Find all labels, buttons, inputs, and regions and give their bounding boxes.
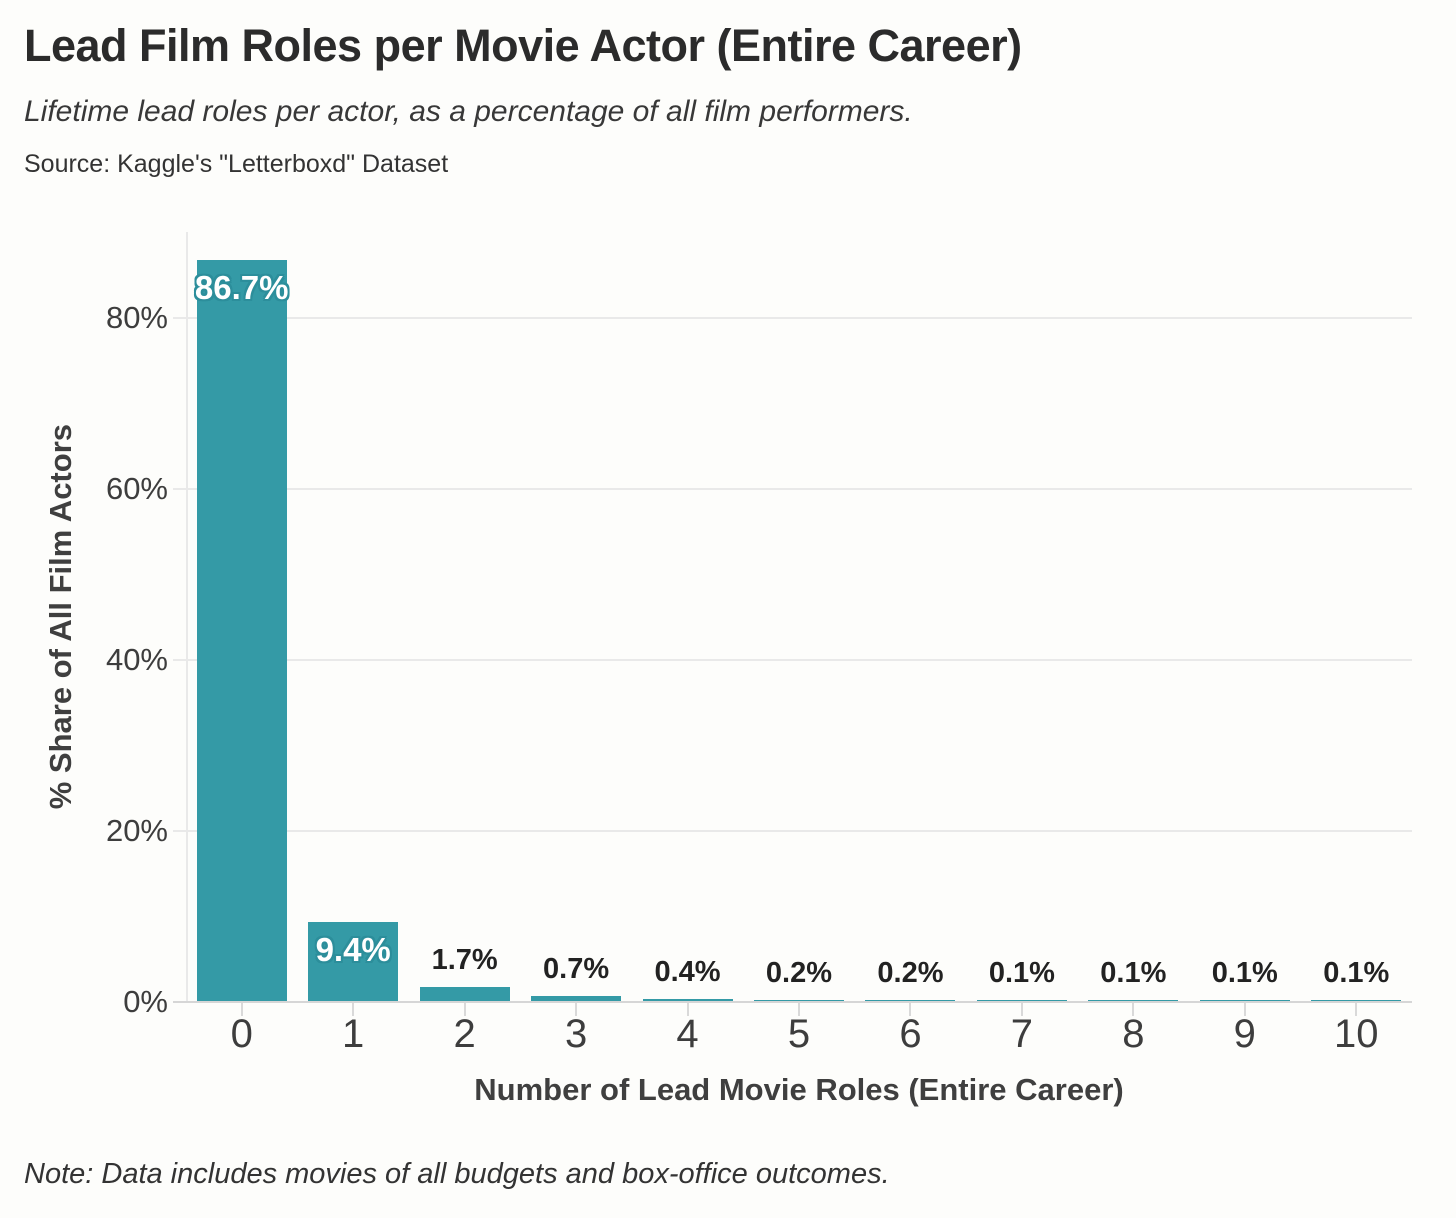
x-tick-label: 1	[342, 1012, 365, 1056]
bar-slot: 0.1%	[1189, 232, 1300, 1016]
x-tick-mark	[797, 1002, 800, 1016]
x-tick-mark	[1020, 1002, 1023, 1016]
x-tick-mark	[1132, 1002, 1135, 1016]
bar-slot: 9.4%	[297, 232, 408, 1016]
bar	[196, 260, 287, 1002]
bar-value-label: 0.2%	[877, 957, 944, 989]
chart-title: Lead Film Roles per Movie Actor (Entire …	[24, 20, 1022, 71]
x-tick-label: 3	[564, 1012, 588, 1056]
x-tick-mark	[1243, 1002, 1246, 1016]
x-tick-mark	[575, 1002, 578, 1016]
y-tick-label: 20%	[105, 812, 168, 848]
bar-slot: 0.1%	[1078, 232, 1189, 1016]
bar-value-label: 0.2%	[765, 957, 833, 989]
x-tick-label: 5	[787, 1012, 811, 1056]
bar-slot: 0.2%	[743, 232, 854, 1016]
bar-value-label: 0.1%	[1100, 957, 1167, 989]
bar-slot: 0.1%	[966, 232, 1077, 1016]
y-axis-tick-labels: 0% 20% 40% 60% 80%	[0, 232, 168, 1019]
x-tick-label: 2	[453, 1012, 476, 1056]
x-tick-label: 7	[1010, 1012, 1034, 1056]
gridline	[173, 658, 1412, 661]
x-tick-label: 0	[230, 1012, 253, 1056]
x-tick-label: 8	[1122, 1012, 1145, 1056]
x-tick-label: 6	[899, 1012, 922, 1056]
bar-slot: 0.1%	[1301, 232, 1412, 1016]
bar-slot: 0.4%	[632, 232, 743, 1016]
y-tick-label: 60%	[105, 470, 168, 506]
chart-subtitle: Lifetime lead roles per actor, as a perc…	[24, 95, 913, 128]
x-tick-label: 4	[676, 1012, 699, 1056]
y-axis-line	[186, 232, 188, 1002]
x-tick-mark	[463, 1002, 466, 1016]
x-axis-tick-labels: 0 1 2 3 4 5 6 7 8 9 10	[186, 1012, 1412, 1056]
bar-value-label: 0.1%	[1211, 957, 1278, 989]
gridline	[173, 487, 1412, 490]
bar-value-label: 1.7%	[431, 944, 498, 977]
bar-slot: 86.7%	[186, 232, 297, 1016]
x-tick-label: 9	[1233, 1012, 1256, 1056]
y-tick-label: 0%	[123, 984, 168, 1019]
bar-value-label: 9.4%	[315, 930, 391, 968]
x-tick-mark	[352, 1002, 355, 1016]
bar	[308, 921, 399, 1002]
x-axis-title: Number of Lead Movie Roles (Entire Caree…	[474, 1072, 1124, 1107]
bar-slot: 1.7%	[409, 232, 520, 1016]
bar-value-label: 0.4%	[654, 955, 721, 988]
y-tick-label: 40%	[105, 641, 168, 677]
bar	[531, 996, 622, 1002]
bar-value-label: 0.1%	[1323, 957, 1390, 989]
chart-source: Source: Kaggle's "Letterboxd" Dataset	[24, 150, 449, 178]
x-tick-mark	[686, 1002, 689, 1016]
chart-note: Note: Data includes movies of all budget…	[24, 1158, 890, 1190]
x-axis-baseline	[173, 1001, 1412, 1003]
x-tick-mark	[1355, 1002, 1358, 1016]
bar-slot: 0.2%	[855, 232, 966, 1016]
bar-value-label: 86.7%	[194, 269, 289, 307]
bar	[642, 998, 733, 1002]
x-tick-mark	[240, 1002, 243, 1016]
plot-area: 86.7% 9.4% 1.7% 0.7% 0.4% 0.2% 0.2% 0.1% 0.1% 0.1…	[173, 232, 1412, 1016]
bar-slot: 0.7%	[520, 232, 631, 1016]
bar	[419, 987, 510, 1002]
gridline	[173, 316, 1412, 319]
y-tick-label: 80%	[105, 299, 168, 335]
bar-value-label: 0.1%	[988, 957, 1055, 989]
gridline	[173, 829, 1412, 832]
bar-value-label: 0.7%	[543, 953, 610, 986]
x-tick-mark	[909, 1002, 912, 1016]
x-tick-label: 10	[1334, 1012, 1379, 1056]
